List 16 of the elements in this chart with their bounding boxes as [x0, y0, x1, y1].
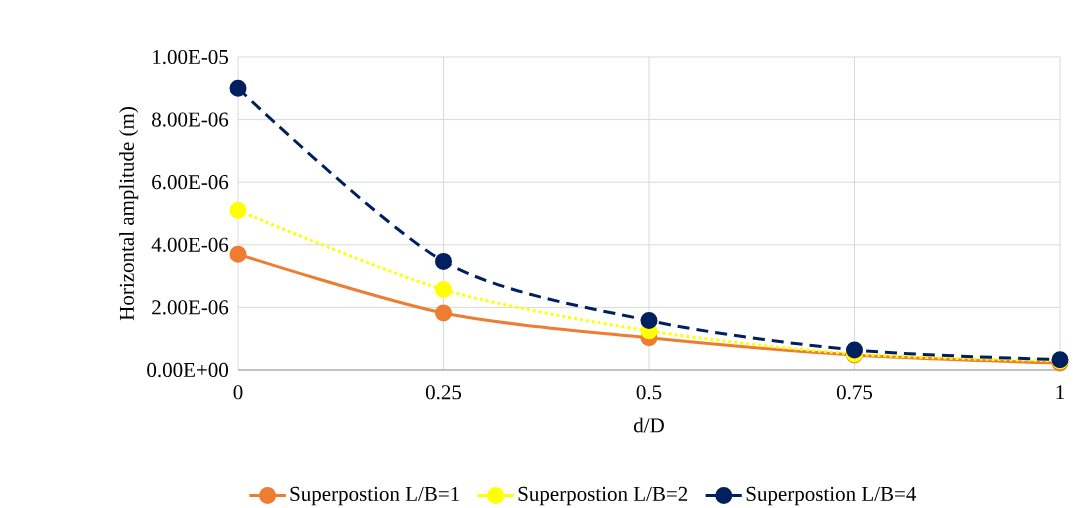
x-tick-label: 1	[1056, 385, 1064, 400]
x-tick-label: 0.75	[836, 385, 873, 400]
x-tick-label: 0.25	[425, 385, 462, 400]
x-axis-title: d/D	[634, 417, 664, 433]
x-tick-label: 0.5	[636, 385, 662, 400]
x-tick-label: 0	[233, 385, 243, 400]
y-tick-label: 2.00E-06	[152, 300, 229, 315]
y-tick-label: 0.00E+00	[147, 362, 229, 378]
legend-label: Superpostion L/B=4	[746, 486, 917, 506]
legend-label: Superpostion L/B=1	[290, 486, 459, 506]
y-tick-label: 6.00E-06	[152, 175, 229, 190]
y-tick-label: 1.00E-05	[153, 49, 228, 65]
legend-label: Superpostion L/B=2	[518, 486, 688, 506]
y-tick-label: 4.00E-06	[151, 237, 229, 252]
y-axis-title: Horizontal amplitude (m)	[119, 107, 139, 321]
y-tick-label: 8.00E-06	[152, 112, 229, 127]
